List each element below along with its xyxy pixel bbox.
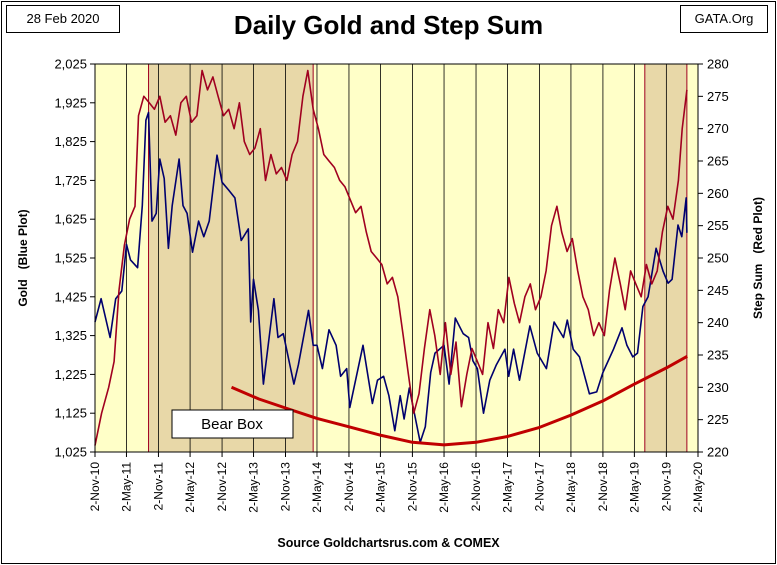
date-label: 28 Feb 2020: [6, 5, 120, 33]
y-left-tick-label: 1,925: [54, 95, 87, 110]
x-tick-label: 2-Nov-18: [596, 462, 610, 512]
x-tick-label: 2-May-18: [564, 462, 578, 513]
bear-box-label-frame: [171, 409, 294, 439]
x-tick-label: 2-Nov-16: [469, 462, 483, 512]
x-tick-label: 2-Nov-17: [532, 462, 546, 512]
x-tick-label: 2-May-11: [119, 462, 133, 512]
x-tick-label: 2-May-13: [247, 462, 261, 513]
y-right-tick-label: 275: [707, 89, 729, 104]
gold-price-line: [94, 111, 688, 444]
y-left-tick-label: 1,625: [54, 212, 87, 227]
y-left-tick-label: 1,125: [54, 406, 87, 421]
x-axis-ticks: 2-Nov-10 2-May-11 2-Nov-11 2-May-12 2-Nov-12…: [88, 452, 705, 513]
x-tick-label: 2-Nov-19: [659, 462, 673, 512]
y-right-tick-label: 265: [707, 154, 729, 169]
step-sum-trend-curve: [230, 354, 688, 447]
bear-box-label: Bear Box: [201, 416, 263, 433]
y-left-tick-label: 2,025: [54, 57, 87, 72]
x-tick-label: 2-Nov-15: [405, 462, 419, 512]
x-tick-label: 2-Nov-12: [215, 462, 229, 512]
chart-title: Daily Gold and Step Sum: [233, 10, 544, 40]
vertical-gridlines: [126, 64, 667, 452]
y-right-tick-label: 270: [707, 121, 729, 136]
x-tick-label: 2-May-15: [373, 462, 387, 513]
x-tick-label: 2-May-16: [437, 462, 451, 513]
x-tick-label: 2-May-19: [627, 462, 641, 513]
brand-label: GATA.Org: [680, 5, 768, 33]
right-axis-ticks: 220 225 230 235 240 245 250 255 260 265 270 275 280: [698, 57, 729, 460]
y-right-tick-label: 255: [707, 218, 729, 233]
y-axis-left-label: Gold (Blue Plot): [16, 209, 30, 306]
y-right-tick-label: 235: [707, 348, 729, 363]
x-tick-label: 2-May-17: [500, 462, 514, 513]
y-right-tick-label: 245: [707, 283, 729, 298]
x-tick-label: 2-May-14: [310, 462, 324, 513]
bear-box-annotation: Bear Box: [171, 409, 294, 439]
y-right-tick-label: 280: [707, 57, 729, 72]
y-left-tick-label: 1,425: [54, 289, 87, 304]
x-tick-label: 2-Nov-11: [151, 462, 165, 511]
source-note: Source Goldchartsrus.com & COMEX: [277, 536, 500, 550]
y-right-tick-label: 250: [707, 251, 729, 266]
x-tick-label: 2-May-12: [183, 462, 197, 513]
y-right-tick-label: 260: [707, 186, 729, 201]
y-right-tick-label: 220: [707, 445, 729, 460]
y-right-tick-label: 230: [707, 380, 729, 395]
y-left-tick-label: 1,725: [54, 173, 87, 188]
y-left-tick-label: 1,325: [54, 328, 87, 343]
y-right-tick-label: 240: [707, 315, 729, 330]
y-axis-right-label: Step Sum (Red Plot): [751, 197, 765, 319]
x-tick-label: 2-Nov-13: [279, 462, 293, 512]
x-tick-label: 2-May-20: [691, 462, 705, 513]
left-axis-ticks: 1,025 1,125 1,225 1,325 1,425 1,525 1,625 1,725…: [54, 57, 95, 460]
bear-box-1: [148, 63, 314, 453]
y-left-tick-label: 1,825: [54, 134, 87, 149]
y-left-tick-label: 1,225: [54, 367, 87, 382]
series-lines: [94, 69, 688, 447]
x-tick-label: 2-Nov-14: [342, 462, 356, 512]
step-sum-line: [94, 69, 688, 446]
y-left-tick-label: 1,525: [54, 251, 87, 266]
bear-box-2: [644, 63, 688, 453]
x-tick-label: 2-Nov-10: [88, 462, 102, 512]
y-right-tick-label: 225: [707, 412, 729, 427]
y-left-tick-label: 1,025: [54, 445, 87, 460]
